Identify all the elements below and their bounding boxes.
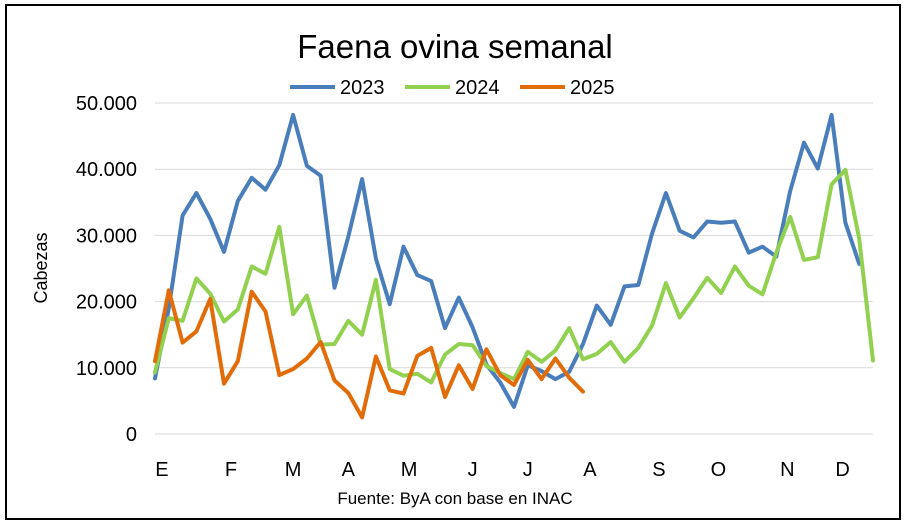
x-tick-label: F	[225, 459, 237, 481]
x-tick-label: N	[780, 459, 794, 481]
y-axis-ticks: 0 10.000 20.000 30.000 40.000 50.000	[76, 93, 137, 446]
x-tick-label: M	[401, 459, 418, 481]
chart-svg: Faena ovina semanal 2023 2024 2025 0 10.000…	[31, 28, 875, 508]
y-axis-label: Cabezas	[31, 232, 51, 303]
x-tick-label: J	[468, 459, 478, 481]
legend-label: 2024	[455, 77, 500, 99]
legend-item-2024: 2024	[405, 77, 500, 99]
x-tick-label: O	[711, 459, 727, 481]
x-tick-label: A	[342, 459, 356, 481]
y-tick-label: 50.000	[76, 93, 137, 115]
x-tick-label: S	[652, 459, 665, 481]
x-tick-label: D	[835, 459, 849, 481]
chart-title: Faena ovina semanal	[297, 28, 613, 65]
legend-label: 2025	[570, 77, 615, 99]
x-tick-label: E	[155, 459, 168, 481]
y-tick-label: 10.000	[76, 358, 137, 380]
x-tick-label: J	[523, 459, 533, 481]
gridlines	[155, 102, 873, 435]
series-lines	[153, 112, 875, 420]
legend: 2023 2024 2025	[290, 77, 615, 99]
y-tick-label: 40.000	[76, 159, 137, 181]
chart-frame: Faena ovina semanal 2023 2024 2025 0 10.000…	[5, 4, 901, 520]
series-line-2025	[153, 288, 585, 420]
y-tick-label: 0	[126, 424, 137, 446]
legend-item-2023: 2023	[290, 77, 385, 99]
y-tick-label: 20.000	[76, 292, 137, 314]
source-note: Fuente: ByA con base en INAC	[337, 489, 572, 508]
x-tick-label: M	[285, 459, 302, 481]
legend-item-2025: 2025	[520, 77, 615, 99]
series-line-2023	[153, 112, 862, 409]
series-line-2024	[153, 167, 875, 385]
y-tick-label: 30.000	[76, 225, 137, 247]
x-tick-label: A	[583, 459, 597, 481]
legend-label: 2023	[340, 77, 385, 99]
